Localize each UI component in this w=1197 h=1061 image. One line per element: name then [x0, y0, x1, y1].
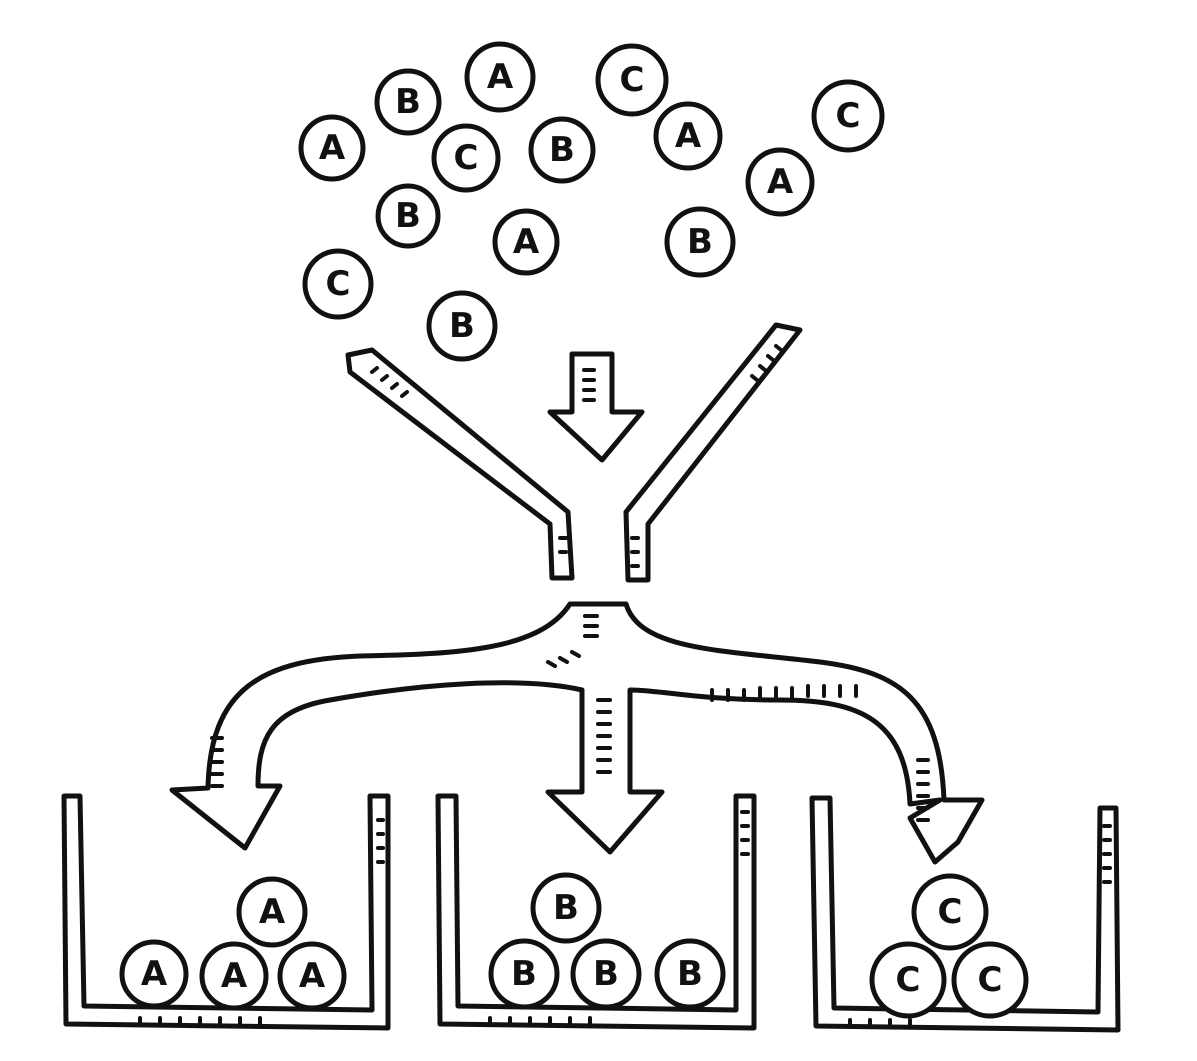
ball: A	[492, 208, 560, 276]
ball: B	[488, 938, 560, 1010]
scattered-balls: A B A C A C B C B A B A C B	[298, 41, 885, 362]
ball-label: A	[319, 128, 346, 168]
ball-label: B	[549, 130, 575, 170]
ball: A	[653, 101, 723, 171]
funnel	[345, 322, 803, 583]
ball: B	[375, 183, 441, 249]
ball-label: C	[620, 60, 645, 100]
ball-label: B	[395, 196, 421, 236]
ball-label: A	[299, 956, 326, 996]
ball: C	[431, 123, 501, 193]
ball-label: B	[449, 306, 475, 346]
ball-label: B	[395, 82, 421, 122]
ball: C	[302, 248, 374, 320]
bin-b-hatching	[488, 810, 750, 1026]
ball-label: B	[511, 954, 537, 994]
ball-label: A	[487, 57, 514, 97]
ball-label: C	[896, 960, 921, 1000]
ball: C	[911, 873, 989, 951]
ball-label: C	[978, 960, 1003, 1000]
ball-label: B	[553, 888, 579, 928]
funnel-left-wall	[345, 347, 575, 581]
ball: B	[426, 290, 498, 362]
ball: B	[664, 206, 736, 278]
ball-label: A	[675, 116, 702, 156]
funnel-left-hatching	[370, 366, 568, 554]
bin-a-balls: A A A A	[119, 876, 347, 1011]
bin-b	[435, 793, 757, 1031]
funnel-right-hatching	[630, 344, 783, 568]
ball-label: B	[687, 222, 713, 262]
ball: C	[951, 941, 1029, 1019]
bin-c-hatching	[848, 824, 1112, 1028]
split-arrow	[169, 601, 985, 865]
ball-label: A	[141, 954, 168, 994]
ball-label: A	[221, 956, 248, 996]
ball-label: C	[326, 264, 351, 304]
ball: C	[811, 79, 885, 153]
ball: B	[528, 116, 596, 184]
ball-label: C	[836, 96, 861, 136]
ball: A	[745, 147, 815, 217]
bin-a-hatching	[138, 818, 385, 1026]
ball-label: B	[677, 954, 703, 994]
ball: A	[119, 939, 189, 1009]
ball: A	[464, 41, 536, 113]
bin-c	[809, 795, 1121, 1033]
ball-label: A	[767, 162, 794, 202]
ball: B	[654, 938, 726, 1010]
ball: A	[277, 941, 347, 1011]
ball-label: C	[454, 138, 479, 178]
ball: A	[298, 114, 366, 182]
split-arrow-hatching	[210, 614, 930, 822]
ball: C	[869, 941, 947, 1019]
ball: A	[236, 876, 308, 948]
ball-label: C	[938, 892, 963, 932]
funnel-right-wall	[623, 322, 803, 583]
ball: A	[199, 941, 269, 1011]
ball-label: B	[593, 954, 619, 994]
ball-label: A	[513, 222, 540, 262]
ball-label: A	[259, 892, 286, 932]
ball: B	[570, 938, 642, 1010]
ball: C	[595, 43, 669, 117]
bin-b-balls: B B B B	[488, 872, 726, 1010]
ball: B	[374, 68, 442, 136]
bin-a	[61, 793, 391, 1031]
down-arrow-into-funnel	[547, 351, 645, 463]
ball: B	[530, 872, 602, 944]
bin-c-balls: C C C	[869, 873, 1029, 1019]
